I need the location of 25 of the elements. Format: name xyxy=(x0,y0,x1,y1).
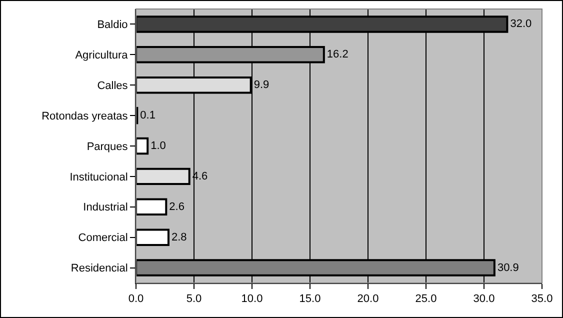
data-label: 32.0 xyxy=(510,18,532,30)
x-tick-label: 20.0 xyxy=(357,293,379,306)
data-label: 0.1 xyxy=(140,110,156,122)
data-label: 2.6 xyxy=(169,200,184,213)
y-tick-label: Agricultura xyxy=(75,50,129,62)
x-tick-label: 30.0 xyxy=(473,293,495,306)
y-tick-label: Residencial xyxy=(70,262,128,275)
x-tick-label: 10.0 xyxy=(241,293,263,306)
data-label: 16.2 xyxy=(326,48,348,61)
y-tick-label: Calles xyxy=(97,80,128,92)
x-tick-label: 25.0 xyxy=(415,293,437,306)
y-tick-label: Rotondas yreatas xyxy=(42,110,128,122)
y-tick-label: Comercial xyxy=(78,232,128,244)
data-label: 9.9 xyxy=(254,79,270,92)
y-tick-label: Industrial xyxy=(83,202,128,214)
y-tick-label: Baldio xyxy=(97,19,128,32)
x-tick-label: 5.0 xyxy=(186,293,202,306)
data-label: 2.8 xyxy=(171,231,187,244)
x-tick-label: 35.0 xyxy=(531,293,553,306)
data-label: 30.9 xyxy=(497,262,519,274)
data-label: 1.0 xyxy=(150,140,166,152)
y-tick-label: Institucional xyxy=(70,171,128,184)
x-tick-label: 0.0 xyxy=(128,293,144,306)
y-tick-label: Parques xyxy=(86,140,128,153)
x-tick-label: 15.0 xyxy=(299,293,321,306)
